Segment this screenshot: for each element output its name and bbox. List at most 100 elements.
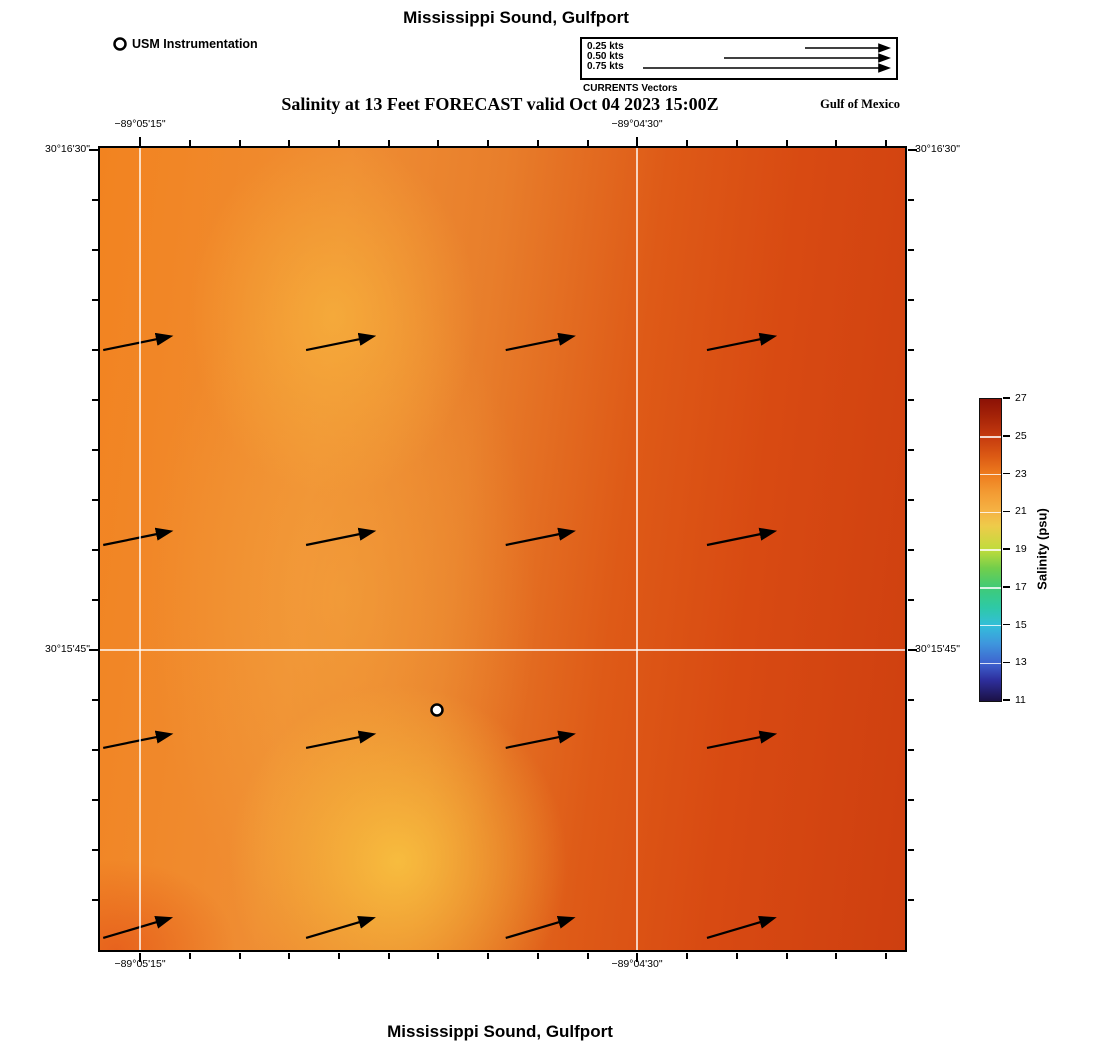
y-axis-tick [907, 699, 914, 701]
x-axis-tick [835, 139, 837, 146]
y-axis-tick [907, 549, 914, 551]
colorbar-tick-label: 21 [1015, 505, 1027, 518]
speed-arrow-icons [643, 43, 891, 73]
colorbar-separator-line [980, 549, 1001, 551]
x-axis-tick [636, 952, 638, 962]
y-axis-tick [907, 799, 914, 801]
x-axis-tick [587, 139, 589, 146]
x-axis-tick [388, 139, 390, 146]
x-axis-tick [636, 136, 638, 146]
latitude-label-right: 30°16'30" [915, 143, 960, 155]
x-axis-tick [736, 952, 738, 959]
y-axis-tick [91, 499, 98, 501]
colorbar-separator-line [980, 473, 1001, 476]
y-axis-tick [88, 648, 98, 651]
y-axis-tick [91, 849, 98, 851]
longitude-label-bottom: −89°04'30" [611, 958, 663, 970]
x-axis-tick [786, 952, 788, 959]
y-axis-tick [907, 899, 914, 901]
colorbar-tick [1003, 661, 1010, 663]
x-axis-tick [537, 139, 539, 146]
current-vector-arrow [102, 915, 174, 940]
current-vector-arrow [706, 915, 777, 940]
x-axis-tick [288, 139, 290, 146]
salinity-heatmap [98, 146, 907, 952]
x-axis-tick [786, 139, 788, 146]
x-axis-tick [587, 952, 589, 959]
y-axis-tick [91, 249, 98, 251]
x-axis-tick [189, 139, 191, 146]
colorbar-tick-label: 11 [1015, 694, 1026, 706]
current-vector-arrow [305, 730, 377, 749]
x-axis-tick [885, 139, 887, 146]
colorbar-title: Salinity (psu) [1034, 508, 1050, 590]
current-vector-arrow [505, 730, 576, 749]
x-axis-tick [736, 139, 738, 146]
current-vector-arrow [505, 527, 576, 547]
meridian-gridline [636, 148, 638, 950]
gulf-of-mexico-label: Gulf of Mexico [820, 97, 900, 111]
x-axis-tick [338, 139, 340, 146]
x-axis-tick [437, 139, 439, 146]
colorbar-tick-label: 15 [1015, 618, 1027, 631]
y-axis-tick [91, 349, 98, 351]
current-vectors-overlay [102, 332, 778, 940]
currents-caption: CURRENTS Vectors [583, 83, 678, 94]
current-vector-arrow [505, 332, 576, 352]
x-axis-tick [885, 952, 887, 959]
y-axis-tick [907, 249, 914, 251]
x-axis-tick [139, 136, 141, 146]
x-axis-tick [388, 952, 390, 959]
meridian-gridline [139, 148, 141, 950]
y-axis-tick [907, 849, 914, 851]
y-axis-tick [91, 749, 98, 751]
colorbar-separator-line [980, 662, 1001, 664]
current-vector-arrow [305, 527, 377, 547]
x-axis-tick [487, 952, 489, 959]
y-axis-tick [91, 549, 98, 551]
y-axis-tick [907, 399, 914, 401]
colorbar-tick [1003, 548, 1010, 550]
colorbar-tick [1003, 699, 1010, 701]
current-vector-arrow [103, 730, 174, 749]
colorbar-tick [1003, 510, 1010, 512]
colorbar-tick [1003, 472, 1010, 475]
latitude-label-left: 30°15'45" [45, 642, 90, 655]
bottom-title: Mississippi Sound, Gulfport [387, 1022, 613, 1041]
colorbar-tick-label: 13 [1015, 656, 1027, 669]
x-axis-tick [239, 139, 241, 146]
y-axis-tick [91, 699, 98, 701]
y-axis-tick [907, 648, 917, 651]
colorbar-tick-label: 17 [1015, 580, 1027, 593]
usm-station-marker [430, 703, 444, 717]
station-circle-icon [113, 37, 127, 51]
current-vector-arrow [706, 332, 778, 352]
y-axis-tick [91, 199, 98, 201]
parallel-gridline [100, 648, 905, 651]
colorbar-tick-label: 19 [1015, 543, 1027, 555]
y-axis-tick [907, 749, 914, 751]
y-axis-tick [91, 449, 98, 451]
colorbar-tick [1003, 586, 1010, 588]
y-axis-tick [907, 499, 914, 501]
speed-legend-label: 0.25 kts [587, 41, 624, 52]
current-vector-arrow [305, 915, 376, 940]
x-axis-tick [686, 952, 688, 959]
y-axis-tick [907, 299, 914, 301]
colorbar-tick [1003, 397, 1010, 399]
colorbar-tick-label: 23 [1015, 467, 1027, 480]
page-title: Mississippi Sound, Gulfport [403, 8, 629, 27]
y-axis-tick [91, 799, 98, 801]
colorbar-tick-label: 27 [1015, 392, 1027, 404]
y-axis-tick [88, 149, 98, 151]
x-axis-tick [437, 952, 439, 959]
x-axis-tick [487, 139, 489, 146]
colorbar-separator-line [980, 587, 1001, 589]
latitude-label-right: 30°15'45" [915, 642, 960, 655]
colorbar-tick [1003, 435, 1010, 437]
x-axis-tick [139, 952, 141, 962]
colorbar-separator-line [980, 436, 1001, 438]
y-axis-tick [907, 149, 917, 151]
longitude-label-top: −89°05'15" [114, 118, 166, 130]
